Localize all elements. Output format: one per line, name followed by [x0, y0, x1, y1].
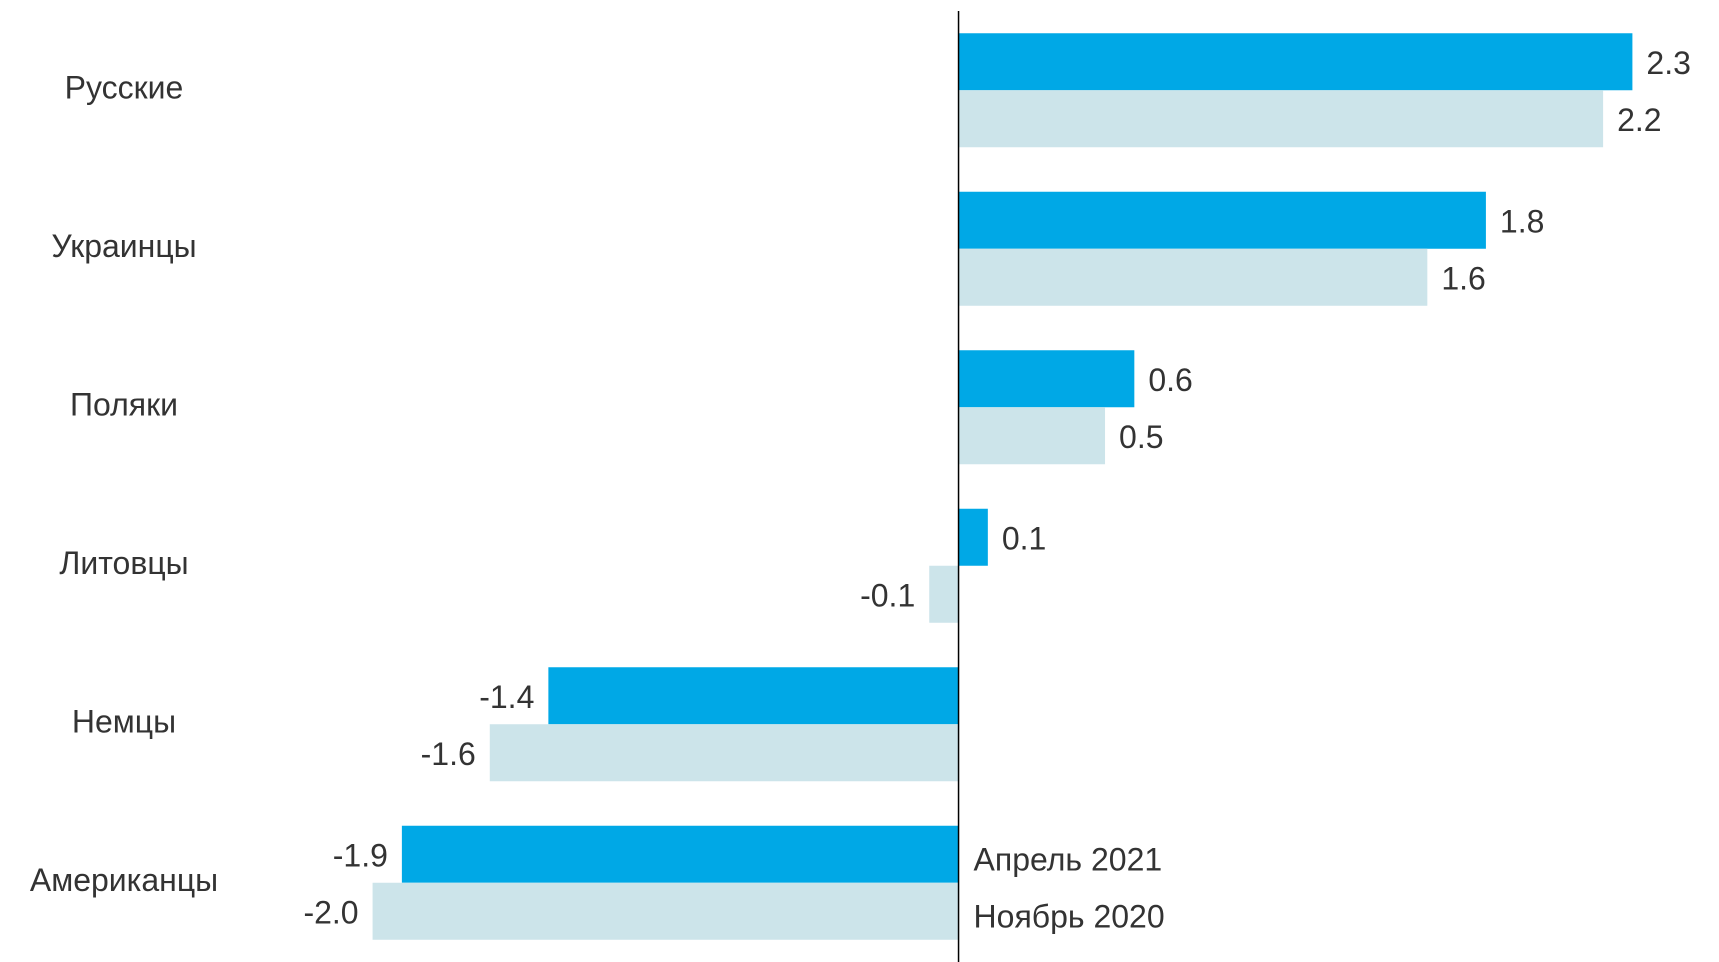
bar — [401, 825, 959, 883]
bar — [929, 565, 959, 623]
bar — [489, 724, 959, 782]
value-label: -2.0 — [303, 895, 358, 931]
value-label: 2.3 — [1646, 45, 1690, 81]
bar — [958, 191, 1486, 249]
bar — [958, 33, 1633, 91]
category-label: Американцы — [30, 862, 218, 898]
value-label: -1.4 — [479, 679, 534, 715]
value-label: 1.6 — [1441, 261, 1485, 297]
legend-label: Ноябрь 2020 — [974, 899, 1165, 935]
bar — [958, 407, 1106, 465]
category-label: Литовцы — [59, 545, 188, 581]
category-label: Русские — [65, 70, 184, 106]
bar — [958, 508, 988, 566]
value-label: 0.1 — [1002, 521, 1046, 557]
value-label: -1.9 — [333, 838, 388, 874]
value-label: 0.5 — [1119, 419, 1163, 455]
value-label: 1.8 — [1500, 204, 1544, 240]
bar — [958, 350, 1135, 408]
bar — [958, 90, 1604, 148]
value-label: 2.2 — [1617, 102, 1661, 138]
bar — [548, 667, 959, 725]
category-label: Немцы — [72, 704, 176, 740]
value-label: 0.6 — [1148, 362, 1192, 398]
value-label: -1.6 — [421, 736, 476, 772]
category-label: Поляки — [70, 387, 178, 423]
bar — [372, 882, 959, 940]
bar — [958, 248, 1428, 306]
legend-label: Апрель 2021 — [974, 842, 1163, 878]
value-label: -0.1 — [860, 578, 915, 614]
category-label: Украинцы — [51, 228, 196, 264]
